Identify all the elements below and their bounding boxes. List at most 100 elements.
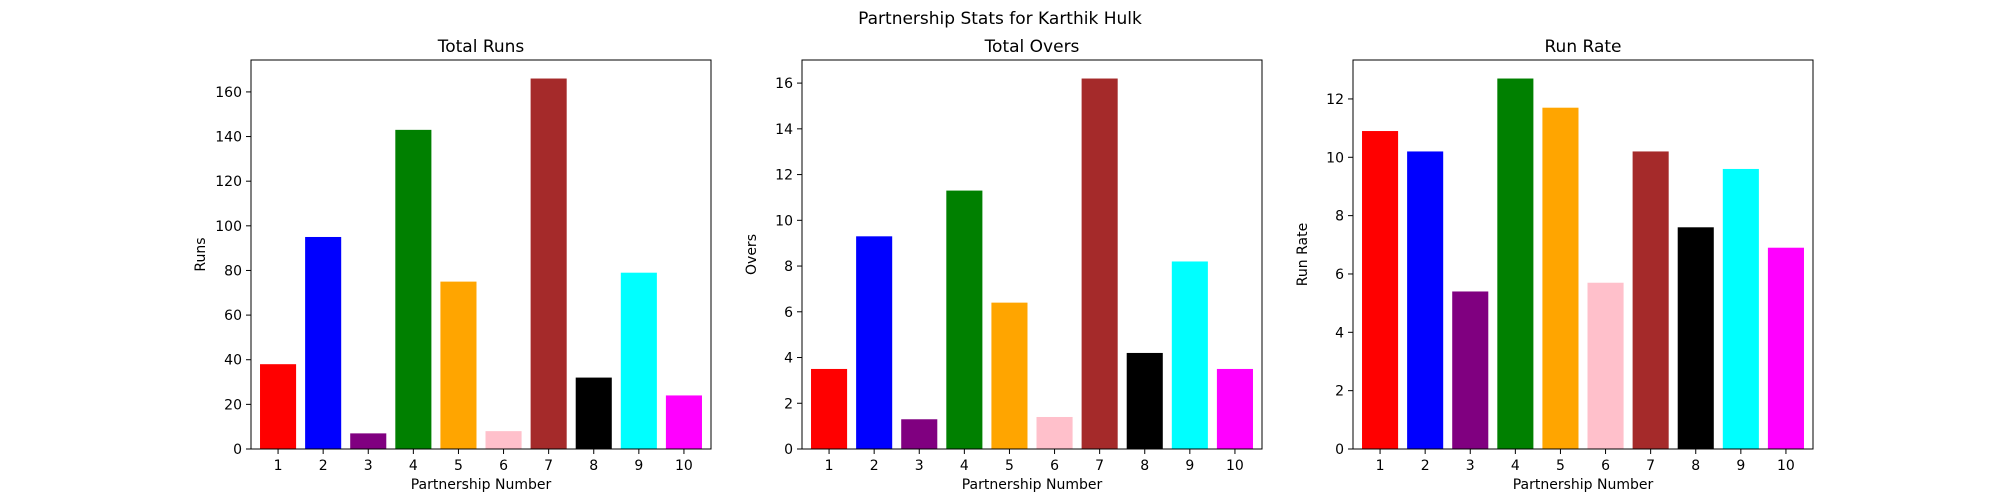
run-rate-ytick-label: 2 [1335,384,1344,400]
total-overs-ytick-label: 0 [784,442,793,458]
total-overs-axes-frame [801,59,1263,450]
total-overs-ylabel: Overs [744,234,760,275]
total-overs-ytick-label: 6 [784,305,793,321]
total-overs-xtick-label: 4 [960,458,969,474]
run-rate-ytick-label: 10 [1326,150,1344,166]
total-overs-ytick-label: 10 [775,213,793,229]
total-runs-bar-10 [665,395,702,449]
run-rate-bar-3 [1452,291,1489,449]
total-runs-title: Total Runs [437,37,525,57]
total-overs-bar-1 [811,368,848,449]
total-overs-xtick-label: 10 [1226,458,1244,474]
total-overs-ytick-label: 16 [775,76,793,92]
total-runs-xtick-label: 6 [499,458,508,474]
total-runs-bar-4 [395,129,432,449]
total-runs-ytick-label: 100 [215,219,242,235]
run-rate-ytick-label: 0 [1335,442,1344,458]
total-overs-bar-4 [946,190,983,449]
total-overs-ytick-label: 12 [775,168,793,184]
run-rate-bar-2 [1407,151,1444,449]
total-overs-xlabel: Partnership Number [962,477,1103,493]
total-runs-xtick-label: 3 [364,458,373,474]
total-runs-xtick-label: 7 [544,458,553,474]
run-rate-bar-7 [1632,151,1669,449]
total-runs-xtick-label: 8 [589,458,598,474]
total-runs-bar-6 [485,431,522,449]
total-overs-bar-5 [991,302,1028,449]
total-overs-bar-6 [1036,416,1073,449]
run-rate-ytick-label: 4 [1335,325,1344,341]
total-overs-xtick-label: 2 [870,458,879,474]
total-overs-xtick-label: 9 [1185,458,1194,474]
total-overs-bar-8 [1126,352,1163,449]
total-overs-xtick-label: 7 [1095,458,1104,474]
total-overs-ytick-label: 14 [775,122,793,138]
run-rate-xtick-label: 10 [1777,458,1795,474]
run-rate-xlabel: Partnership Number [1513,477,1654,493]
run-rate-ytick-label: 6 [1335,267,1344,283]
total-runs-xlabel: Partnership Number [411,477,552,493]
total-overs-xtick-label: 8 [1140,458,1149,474]
total-runs-xtick-label: 5 [454,458,463,474]
total-runs-ytick-label: 80 [224,263,242,279]
total-runs-bar-5 [440,281,477,449]
run-rate-bar-10 [1767,247,1804,449]
total-runs-xtick-label: 2 [319,458,328,474]
run-rate-xtick-label: 2 [1421,458,1430,474]
total-runs-bar-3 [350,433,387,449]
total-overs-bar-10 [1216,368,1253,449]
run-rate-ylabel: Run Rate [1295,223,1311,286]
run-rate-title: Run Rate [1545,37,1622,57]
run-rate-ytick-label: 8 [1335,209,1344,225]
run-rate-bar-4 [1497,78,1534,450]
run-rate-xtick-label: 8 [1691,458,1700,474]
run-rate-bar-1 [1362,131,1399,450]
total-runs-xtick-label: 4 [409,458,418,474]
total-overs-xtick-label: 6 [1050,458,1059,474]
run-rate-ytick-label: 12 [1326,92,1344,108]
run-rate-xtick-label: 5 [1556,458,1565,474]
total-runs-axes-frame [250,59,712,450]
run-rate-axes-frame [1352,59,1814,450]
run-rate-xtick-label: 4 [1511,458,1520,474]
total-overs-ytick-label: 4 [784,351,793,367]
total-runs-ylabel: Runs [193,237,209,271]
total-runs-xtick-label: 1 [274,458,283,474]
total-overs-bar-7 [1081,78,1118,450]
total-overs-xtick-label: 5 [1005,458,1014,474]
total-overs-ytick-label: 2 [784,396,793,412]
figure-suptitle: Partnership Stats for Karthik Hulk [858,9,1142,29]
total-runs-ytick-label: 40 [224,353,242,369]
total-runs-xtick-label: 10 [675,458,693,474]
run-rate-xtick-label: 7 [1646,458,1655,474]
total-runs-ytick-label: 0 [233,442,242,458]
run-rate-xtick-label: 6 [1601,458,1610,474]
total-runs-xtick-label: 9 [634,458,643,474]
total-runs-ytick-label: 120 [215,174,242,190]
run-rate-bar-9 [1722,168,1759,449]
run-rate-bar-8 [1677,227,1714,449]
total-runs-bar-1 [260,364,297,449]
total-runs-ytick-label: 20 [224,397,242,413]
run-rate-xtick-label: 1 [1376,458,1385,474]
total-overs-bar-3 [901,419,938,449]
total-overs-title: Total Overs [984,37,1080,57]
total-runs-bar-9 [620,272,657,449]
total-overs-ytick-label: 8 [784,259,793,275]
total-overs-xtick-label: 3 [915,458,924,474]
total-overs-xtick-label: 1 [825,458,834,474]
run-rate-xtick-label: 9 [1736,458,1745,474]
run-rate-bar-5 [1542,107,1579,449]
total-overs-bar-9 [1171,261,1208,449]
total-runs-ytick-label: 60 [224,308,242,324]
total-runs-bar-2 [305,236,342,449]
run-rate-bar-6 [1587,282,1624,449]
run-rate-xtick-label: 3 [1466,458,1475,474]
total-runs-bar-7 [530,78,567,450]
total-runs-ytick-label: 140 [215,130,242,146]
total-overs-bar-2 [856,236,893,449]
